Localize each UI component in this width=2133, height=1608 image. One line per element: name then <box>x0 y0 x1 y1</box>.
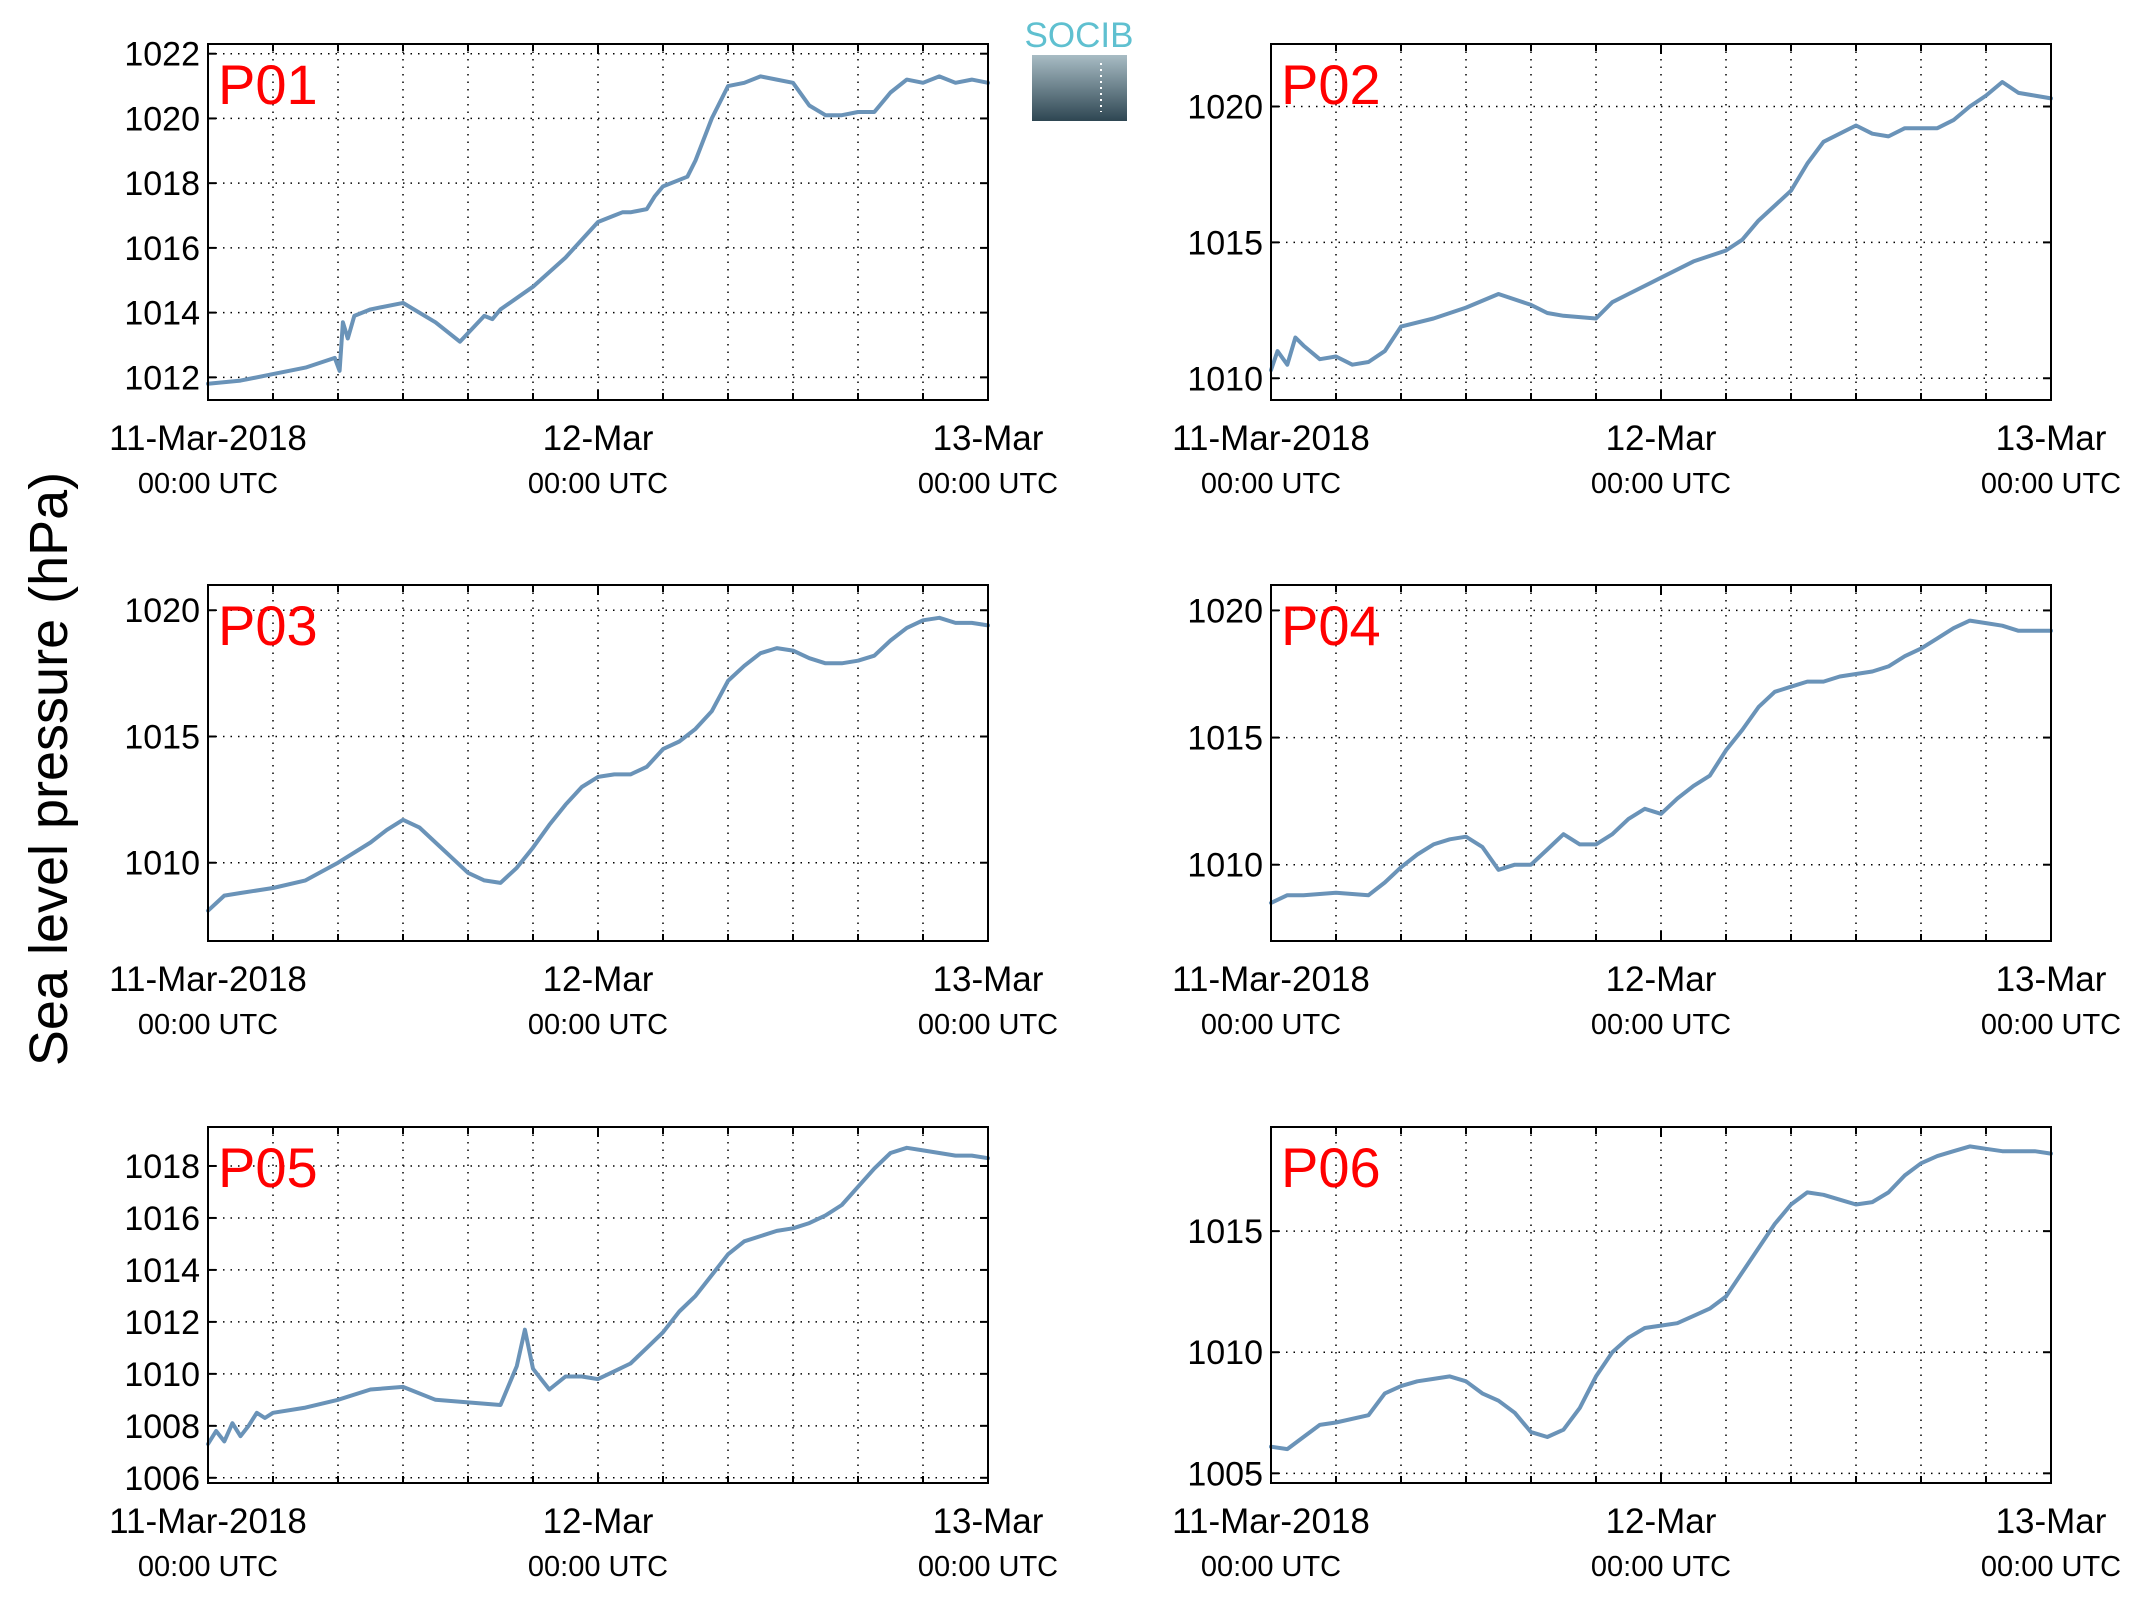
axes-frame <box>207 43 989 401</box>
series-line-p03 <box>206 615 990 913</box>
x-tick-label-time: 00:00 UTC <box>1201 1551 1341 1583</box>
x-tick-label-date: 13-Mar <box>933 960 1044 999</box>
x-tick-label-time: 00:00 UTC <box>138 1551 278 1583</box>
series-line-p06 <box>1269 1144 2053 1452</box>
x-tick-label-time: 00:00 UTC <box>138 1009 278 1041</box>
panel-label: P02 <box>1281 53 1381 116</box>
panel-label: P05 <box>218 1136 318 1199</box>
y-tick-label: 1018 <box>124 165 200 203</box>
axes-frame <box>1270 1126 2052 1484</box>
x-tick-label-date: 13-Mar <box>1996 419 2107 458</box>
y-tick-label: 1010 <box>124 1356 200 1394</box>
logo-text: SOCIB <box>1025 16 1134 55</box>
y-tick-label: 1008 <box>124 1408 200 1446</box>
x-tick-label-date: 11-Mar-2018 <box>109 1502 307 1541</box>
logo-background <box>1032 55 1127 121</box>
x-tick-label-date: 12-Mar <box>543 1502 654 1541</box>
axes-frame <box>1270 584 2052 942</box>
panel-p02: 1010 1015 1020 P02 11-Mar-2018 00:00 UTC 12-Ma… <box>1172 43 2121 500</box>
axes-frame <box>1270 43 2052 401</box>
x-tick-label-time: 00:00 UTC <box>1591 1009 1731 1041</box>
x-tick-label-date: 13-Mar <box>933 1502 1044 1541</box>
y-tick-label: 1010 <box>1187 1334 1263 1372</box>
x-tick-label-date: 13-Mar <box>1996 1502 2107 1541</box>
y-tick-label: 1020 <box>124 592 200 630</box>
panel-label: P06 <box>1281 1136 1381 1199</box>
x-tick-label-time: 00:00 UTC <box>1591 468 1731 500</box>
x-tick-label-time: 00:00 UTC <box>1201 468 1341 500</box>
x-tick-label-time: 00:00 UTC <box>918 468 1058 500</box>
x-tick-label-date: 11-Mar-2018 <box>109 419 307 458</box>
panel-p04: 1010 1015 1020 P04 11-Mar-2018 00:00 UTC 12-Ma… <box>1172 584 2121 1041</box>
y-tick-label: 1015 <box>124 718 200 756</box>
x-tick-label-time: 00:00 UTC <box>1201 1009 1341 1041</box>
x-tick-label-date: 13-Mar <box>1996 960 2107 999</box>
panel-p05: 1006 1008 1010 1012 1014 1016 1018 P05 11-Mar-20… <box>109 1126 1058 1583</box>
y-tick-label: 1012 <box>124 1304 200 1342</box>
y-tick-label: 1018 <box>124 1148 200 1186</box>
y-tick-label: 1005 <box>1187 1455 1263 1493</box>
series-line-p04 <box>1269 618 2053 905</box>
x-tick-label-date: 11-Mar-2018 <box>1172 1502 1370 1541</box>
y-tick-label: 1015 <box>1187 720 1263 758</box>
y-tick-label: 1014 <box>124 295 200 333</box>
y-tick-label: 1010 <box>1187 847 1263 885</box>
x-tick-label-date: 12-Mar <box>1606 419 1717 458</box>
series-line-p05 <box>206 1145 990 1446</box>
series-line-p02 <box>1269 80 2053 373</box>
y-tick-label: 1022 <box>124 36 200 74</box>
y-tick-label: 1015 <box>1187 224 1263 262</box>
x-tick-label-date: 11-Mar-2018 <box>109 960 307 999</box>
series-line-p01 <box>206 74 990 386</box>
panel-label: P01 <box>218 53 318 116</box>
y-tick-label: 1010 <box>124 845 200 883</box>
x-tick-label-time: 00:00 UTC <box>1981 1551 2121 1583</box>
y-tick-label: 1010 <box>1187 360 1263 398</box>
y-tick-label: 1006 <box>124 1460 200 1498</box>
axes-frame <box>207 584 989 942</box>
y-tick-label: 1016 <box>124 1200 200 1238</box>
x-tick-label-time: 00:00 UTC <box>528 1009 668 1041</box>
x-tick-label-time: 00:00 UTC <box>1981 1009 2121 1041</box>
x-tick-label-time: 00:00 UTC <box>918 1551 1058 1583</box>
axes-frame <box>207 1126 989 1484</box>
x-tick-label-time: 00:00 UTC <box>1591 1551 1731 1583</box>
x-tick-label-date: 13-Mar <box>933 419 1044 458</box>
panels: 1012 1014 1016 1018 1020 1022 P01 11-Mar-2018 00… <box>109 36 2121 1583</box>
y-tick-label: 1020 <box>1187 592 1263 630</box>
y-axis-label: Sea level pressure (hPa) <box>19 472 79 1066</box>
y-tick-label: 1016 <box>124 230 200 268</box>
x-tick-label-date: 11-Mar-2018 <box>1172 960 1370 999</box>
x-tick-label-time: 00:00 UTC <box>528 1551 668 1583</box>
y-tick-label: 1014 <box>124 1252 200 1290</box>
x-tick-label-date: 12-Mar <box>1606 1502 1717 1541</box>
y-tick-label: 1020 <box>124 100 200 138</box>
panel-p06: 1005 1010 1015 P06 11-Mar-2018 00:00 UTC 12-Ma… <box>1172 1126 2121 1583</box>
y-tick-label: 1020 <box>1187 89 1263 127</box>
x-tick-label-date: 11-Mar-2018 <box>1172 419 1370 458</box>
y-tick-label: 1015 <box>1187 1213 1263 1251</box>
x-tick-label-date: 12-Mar <box>1606 960 1717 999</box>
socib-logo: SOCIB <box>1025 16 1134 121</box>
panel-label: P03 <box>218 594 318 657</box>
x-tick-label-time: 00:00 UTC <box>528 468 668 500</box>
x-tick-label-time: 00:00 UTC <box>138 468 278 500</box>
x-tick-label-time: 00:00 UTC <box>918 1009 1058 1041</box>
panel-p03: 1010 1015 1020 P03 11-Mar-2018 00:00 UTC 12-Ma… <box>109 584 1058 1041</box>
x-tick-label-time: 00:00 UTC <box>1981 468 2121 500</box>
x-tick-label-date: 12-Mar <box>543 419 654 458</box>
x-tick-label-date: 12-Mar <box>543 960 654 999</box>
panel-p01: 1012 1014 1016 1018 1020 1022 P01 11-Mar-2018 00… <box>109 36 1058 500</box>
panel-label: P04 <box>1281 594 1381 657</box>
y-tick-label: 1012 <box>124 359 200 397</box>
